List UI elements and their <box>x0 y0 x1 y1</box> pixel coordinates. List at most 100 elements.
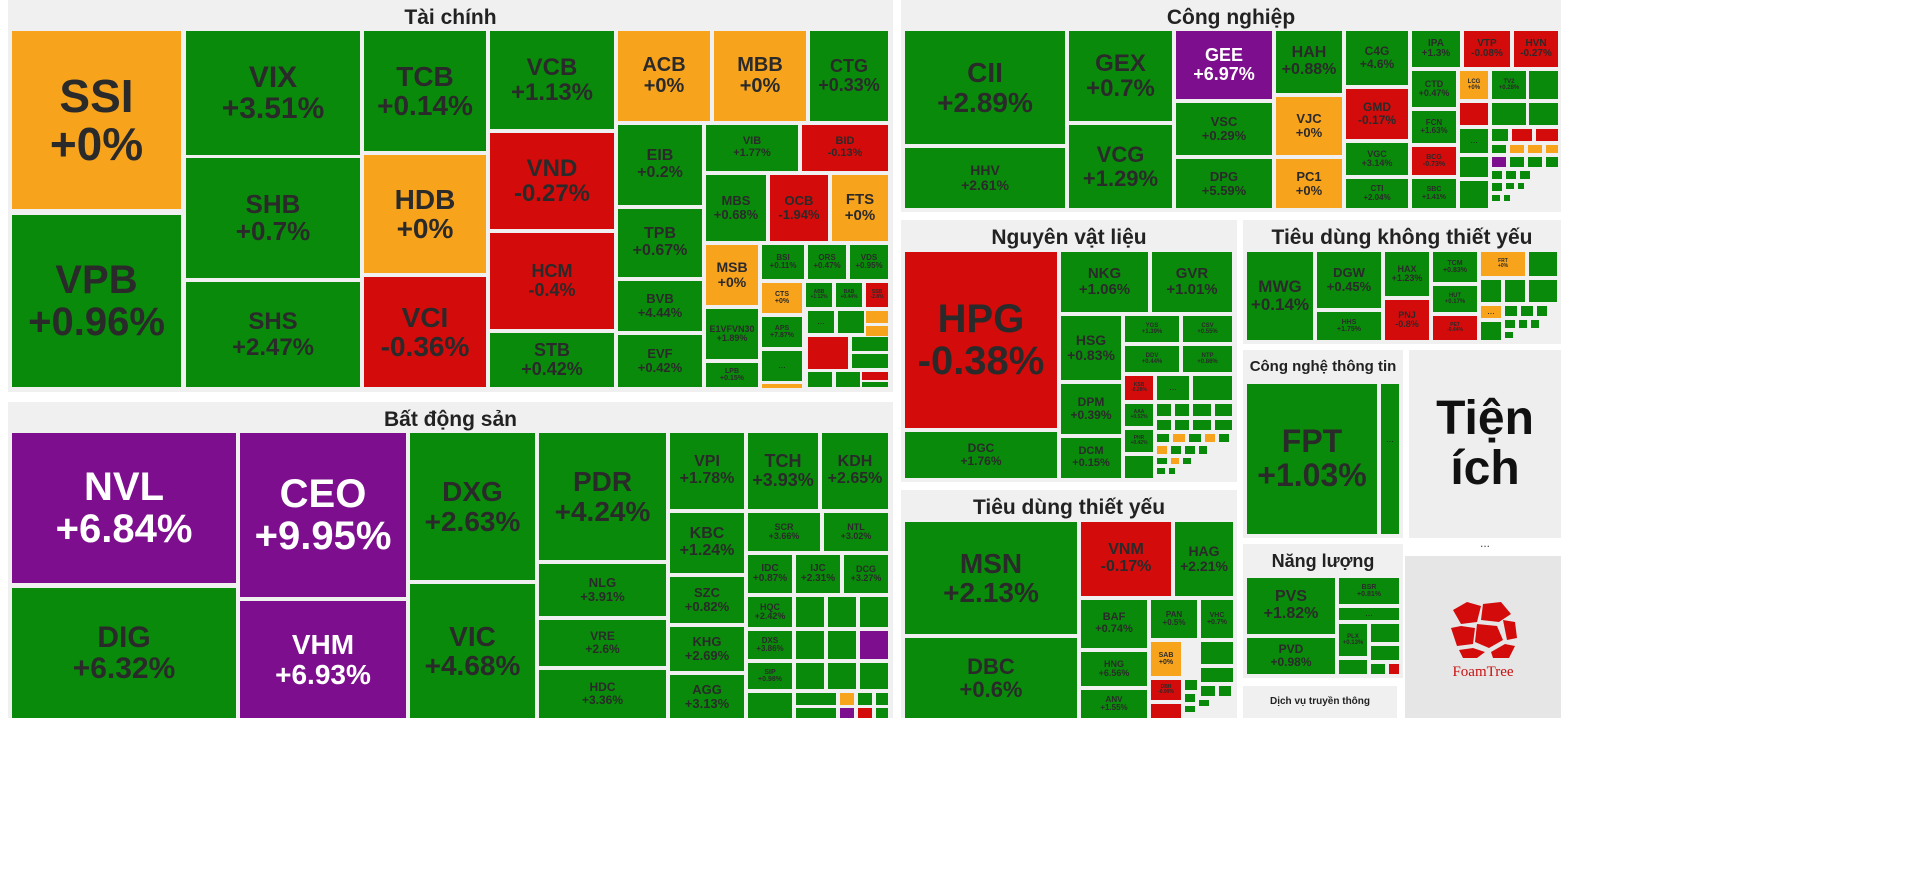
stock-tile-shb[interactable]: SHB +0.7% <box>186 158 360 278</box>
stock-tile-tch[interactable]: TCH +3.93% <box>748 433 818 509</box>
stock-tile-small[interactable] <box>1529 280 1557 302</box>
stock-tile-hhv[interactable]: HHV +2.61% <box>905 148 1065 208</box>
stock-tile-eib[interactable]: EIB +0.2% <box>618 125 702 205</box>
stock-tile-small[interactable] <box>1219 686 1231 696</box>
stock-tile-small[interactable] <box>862 382 888 387</box>
stock-tile-small[interactable] <box>1189 434 1201 442</box>
stock-tile-vix[interactable]: VIX +3.51% <box>186 31 360 155</box>
stock-tile-vhc[interactable]: VHC +0.7% <box>1201 600 1233 638</box>
stock-tile-acb[interactable]: ACB +0% <box>618 31 710 121</box>
stock-tile-small[interactable] <box>1201 668 1233 682</box>
stock-tile-cii[interactable]: CII +2.89% <box>905 31 1065 144</box>
stock-tile-baf[interactable]: BAF +0.74% <box>1081 600 1147 648</box>
stock-tile-small[interactable] <box>866 326 888 336</box>
stock-tile-small[interactable] <box>852 337 888 351</box>
stock-tile-small[interactable] <box>1460 157 1488 177</box>
stock-tile-small[interactable] <box>1173 434 1185 442</box>
stock-tile-small[interactable] <box>1183 458 1191 464</box>
stock-tile-dcm[interactable]: DCM +0.15% <box>1061 438 1121 478</box>
stock-tile-small[interactable] <box>1201 642 1233 664</box>
stock-tile-plx[interactable]: PLX +0.13% <box>1339 624 1367 656</box>
stock-tile-small[interactable] <box>1492 171 1502 179</box>
stock-tile-small[interactable] <box>796 663 824 689</box>
stock-tile-phr[interactable]: PHR +0.42% <box>1125 430 1153 452</box>
stock-tile-small[interactable] <box>1185 706 1195 712</box>
stock-tile-small[interactable] <box>1529 71 1558 99</box>
stock-tile-dcg[interactable]: DCG +3.27% <box>844 555 888 593</box>
stock-tile-small[interactable] <box>858 693 872 705</box>
stock-tile-small[interactable] <box>1528 157 1542 167</box>
stock-tile-small[interactable] <box>1492 195 1500 201</box>
stock-tile-hdb[interactable]: HDB +0% <box>364 155 486 273</box>
stock-tile-gex[interactable]: GEX +0.7% <box>1069 31 1172 121</box>
stock-tile-pan[interactable]: PAN +0.5% <box>1151 600 1197 638</box>
stock-tile-anv[interactable]: ANV +1.55% <box>1081 690 1147 718</box>
stock-tile-hcm[interactable]: HCM -0.4% <box>490 233 614 329</box>
stock-tile-gmd[interactable]: GMD -0.17% <box>1346 89 1408 139</box>
stock-tile-ocb[interactable]: OCB -1.94% <box>770 175 828 241</box>
stock-tile-small[interactable] <box>748 693 792 718</box>
stock-tile-small[interactable] <box>1185 446 1195 454</box>
stock-tile-mbs[interactable]: MBS +0.68% <box>706 175 766 241</box>
stock-tile-stb[interactable]: STB +0.42% <box>490 333 614 387</box>
stock-tile-nlg[interactable]: NLG +3.91% <box>539 564 666 616</box>
stock-tile-ijc[interactable]: IJC +2.31% <box>796 555 840 593</box>
stock-tile-dbc[interactable]: DBC +0.6% <box>905 638 1077 718</box>
stock-tile-ssb[interactable]: SSB -2.8% <box>866 283 888 307</box>
stock-tile-mbb[interactable]: MBB +0% <box>714 31 806 121</box>
stock-tile-small[interactable] <box>808 372 832 387</box>
stock-tile-vtp[interactable]: VTP -0.08% <box>1464 31 1510 67</box>
stock-tile-small[interactable] <box>1512 129 1532 141</box>
stock-tile-small[interactable] <box>1371 624 1399 642</box>
stock-tile-small[interactable] <box>860 597 888 627</box>
stock-tile-dig[interactable]: DIG +6.32% <box>12 588 236 718</box>
stock-tile-small[interactable] <box>838 311 864 333</box>
stock-tile-tpb[interactable]: TPB +0.67% <box>618 209 702 277</box>
stock-tile-small[interactable] <box>1205 434 1215 442</box>
stock-tile-small[interactable] <box>1157 468 1165 474</box>
stock-tile-ssi[interactable]: SSI +0% <box>12 31 181 209</box>
stock-tile-small[interactable] <box>1506 183 1514 189</box>
stock-tile-small[interactable] <box>1171 446 1181 454</box>
stock-tile-khg[interactable]: KHG +2.69% <box>670 627 744 671</box>
stock-tile-small[interactable] <box>1492 183 1502 191</box>
stock-tile-cts[interactable]: CTS +0% <box>762 283 802 313</box>
stock-tile-small[interactable] <box>1460 129 1488 153</box>
stock-tile-small[interactable] <box>1381 500 1399 516</box>
stock-tile-small[interactable] <box>1529 103 1558 125</box>
stock-tile-scr[interactable]: SCR +3.66% <box>748 513 820 551</box>
stock-tile-small[interactable] <box>1528 145 1542 153</box>
stock-tile-pnj[interactable]: PNJ -0.8% <box>1385 300 1429 340</box>
stock-tile-gvr[interactable]: GVR +1.01% <box>1152 252 1232 312</box>
stock-tile-hhs[interactable]: HHS +1.75% <box>1317 312 1381 340</box>
stock-tile-sbc[interactable]: SBC +1.41% <box>1412 179 1456 208</box>
stock-tile-small[interactable] <box>808 337 848 369</box>
stock-tile-mwg[interactable]: MWG +0.14% <box>1247 252 1313 340</box>
stock-tile-bvb[interactable]: BVB +4.44% <box>618 281 702 331</box>
stock-tile-small[interactable] <box>1505 280 1525 302</box>
stock-tile-small[interactable] <box>1481 280 1501 302</box>
stock-tile-vhm[interactable]: VHM +6.93% <box>240 601 406 718</box>
stock-tile-ctg[interactable]: CTG +0.33% <box>810 31 888 121</box>
stock-tile-vjc[interactable]: VJC +0% <box>1276 97 1342 155</box>
stock-tile-hax[interactable]: HAX +1.23% <box>1385 252 1429 296</box>
stock-tile-small[interactable] <box>1546 145 1558 153</box>
stock-tile-small[interactable] <box>866 311 888 323</box>
stock-tile-abb[interactable]: ABB +1.12% <box>806 283 832 307</box>
stock-tile-small[interactable] <box>1219 434 1229 442</box>
stock-tile-small[interactable] <box>1389 664 1399 674</box>
stock-tile-szc[interactable]: SZC +0.82% <box>670 577 744 623</box>
stock-tile-dgw[interactable]: DGW +0.45% <box>1317 252 1381 308</box>
stock-tile-small[interactable] <box>1492 145 1506 153</box>
stock-tile-fts[interactable]: FTS +0% <box>832 175 888 241</box>
stock-tile-small[interactable] <box>1157 376 1189 400</box>
stock-tile-small[interactable] <box>876 693 888 705</box>
stock-tile-small[interactable] <box>1504 195 1510 201</box>
stock-tile-small[interactable] <box>1492 129 1508 141</box>
stock-tile-small[interactable] <box>1505 306 1517 316</box>
stock-tile-bab[interactable]: BAB +0.44% <box>836 283 862 307</box>
stock-tile-ntl[interactable]: NTL +3.02% <box>824 513 888 551</box>
stock-tile-vnd[interactable]: VND -0.27% <box>490 133 614 229</box>
stock-tile-small[interactable] <box>1339 608 1399 620</box>
stock-tile-small[interactable] <box>1518 183 1524 189</box>
